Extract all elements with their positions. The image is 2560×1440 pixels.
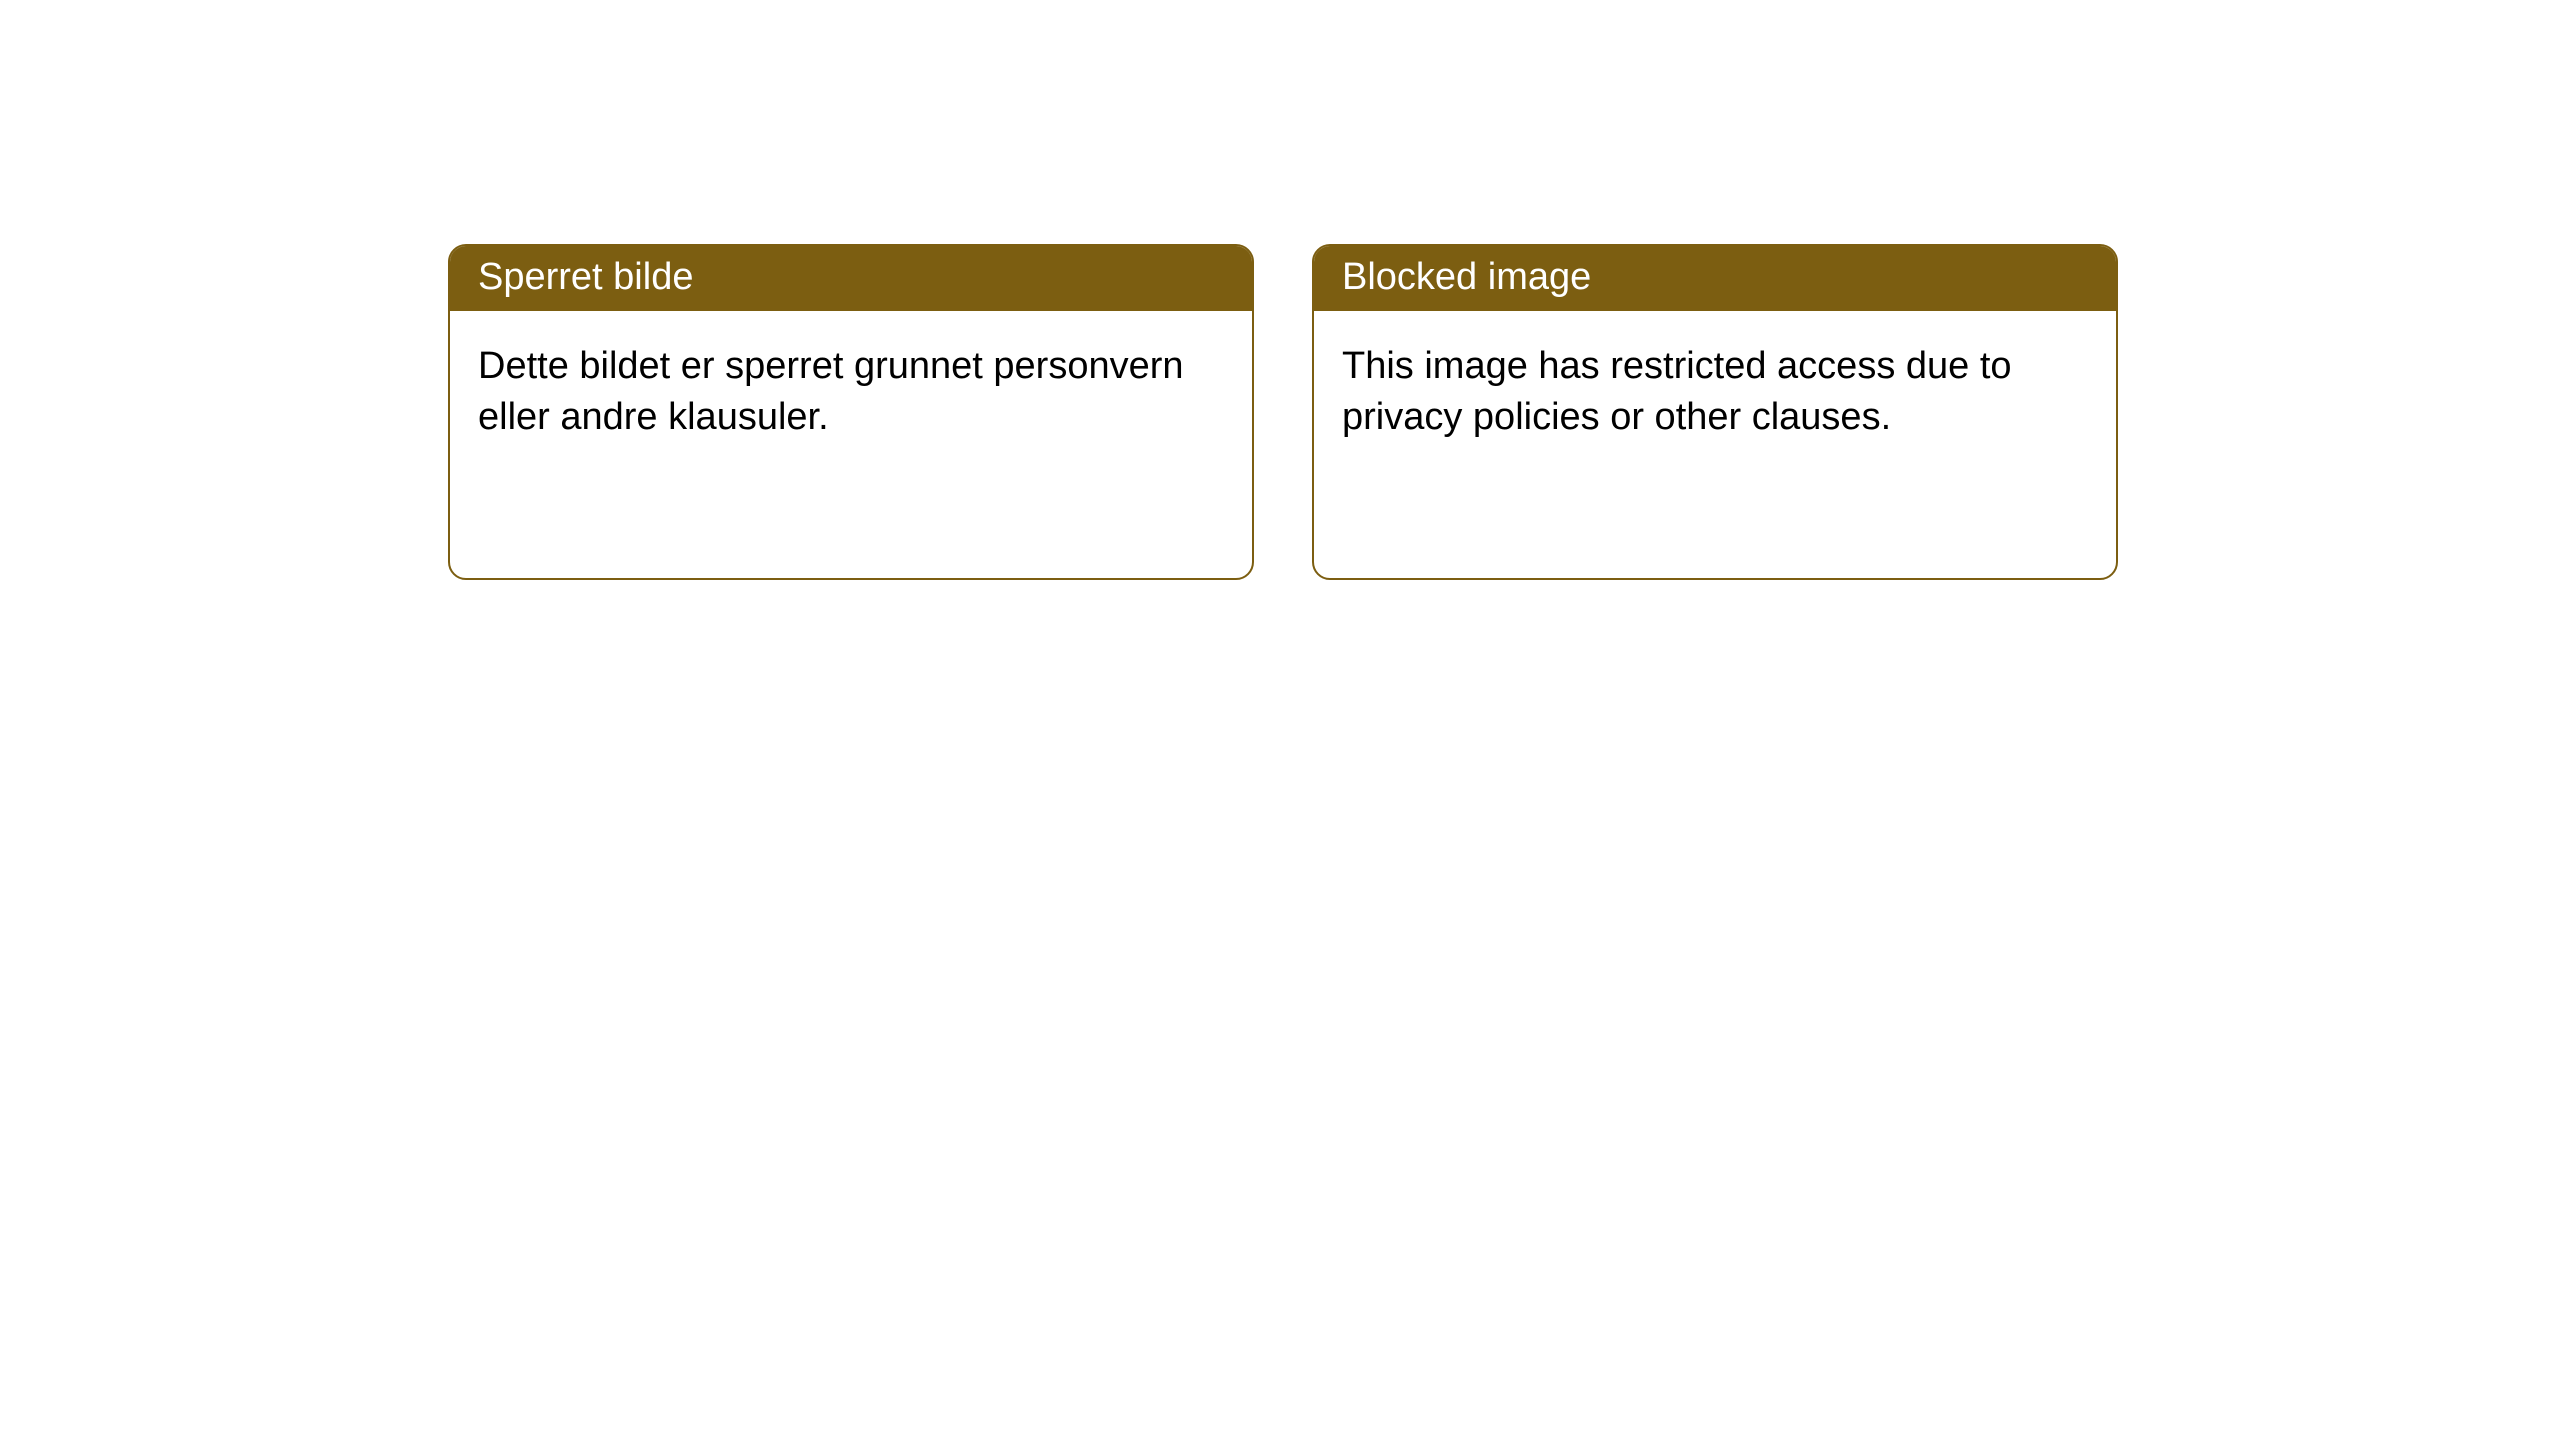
notice-box-norwegian: Sperret bilde Dette bildet er sperret gr…	[448, 244, 1254, 580]
notice-header: Sperret bilde	[450, 246, 1252, 311]
notice-box-english: Blocked image This image has restricted …	[1312, 244, 2118, 580]
notice-message: Dette bildet er sperret grunnet personve…	[450, 311, 1252, 474]
notices-container: Sperret bilde Dette bildet er sperret gr…	[0, 0, 2560, 580]
notice-message: This image has restricted access due to …	[1314, 311, 2116, 474]
notice-header: Blocked image	[1314, 246, 2116, 311]
